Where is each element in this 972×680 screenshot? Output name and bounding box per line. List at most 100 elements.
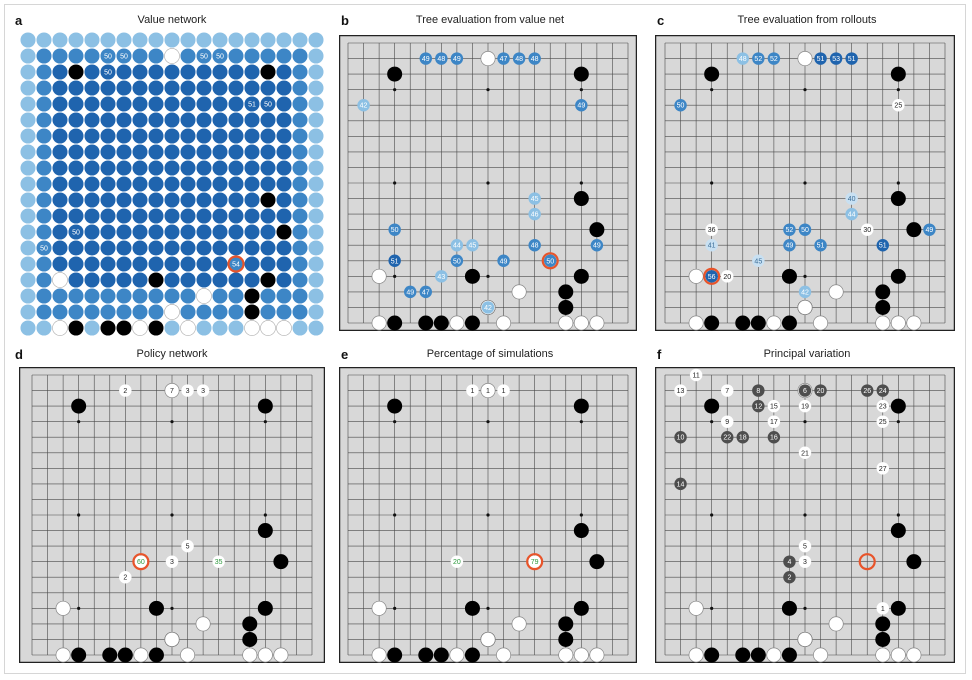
value-cell xyxy=(212,112,228,128)
panel-letter-a: a xyxy=(15,13,23,28)
move-label-marker xyxy=(466,384,479,397)
move-label-text: 27 xyxy=(879,466,887,473)
move-label-marker xyxy=(752,52,765,65)
move-label-text: 20 xyxy=(817,388,825,395)
move-label-marker xyxy=(876,239,889,252)
star-point xyxy=(579,181,583,185)
panel-letter-c: c xyxy=(657,13,665,28)
value-cell xyxy=(148,64,164,80)
value-cell xyxy=(260,256,276,272)
value-cell xyxy=(100,160,116,176)
value-cell xyxy=(132,144,148,160)
star-point xyxy=(486,88,490,92)
move-label-text: 3 xyxy=(201,388,205,395)
white-stone xyxy=(589,647,605,663)
value-cell xyxy=(36,224,52,240)
move-label-text: 11 xyxy=(692,373,699,380)
move-label-text: 49 xyxy=(422,56,430,63)
value-cell xyxy=(228,128,244,144)
value-cell xyxy=(260,32,276,48)
value-cell xyxy=(84,320,100,336)
value-cell xyxy=(116,256,132,272)
value-cell xyxy=(196,224,212,240)
value-cell xyxy=(196,96,212,112)
value-cell xyxy=(116,288,132,304)
value-cell xyxy=(84,32,100,48)
white-stone xyxy=(890,647,906,663)
value-cell xyxy=(180,48,196,64)
value-cell xyxy=(212,272,228,288)
move-label-marker xyxy=(845,52,858,65)
value-cell xyxy=(212,224,228,240)
star-point xyxy=(393,181,397,185)
move-label-marker xyxy=(752,254,765,267)
white-stone xyxy=(55,600,71,616)
value-cell xyxy=(276,272,292,288)
move-label-marker xyxy=(798,285,812,299)
move-label-marker xyxy=(783,555,796,568)
value-cell xyxy=(292,256,308,272)
move-label-marker xyxy=(528,52,541,65)
value-cell xyxy=(164,96,180,112)
move-label-text: 18 xyxy=(739,435,747,442)
star-point xyxy=(393,420,397,424)
value-cell xyxy=(180,160,196,176)
black-stone xyxy=(464,600,480,616)
value-cell xyxy=(180,192,196,208)
move-label-text: 3 xyxy=(170,559,174,566)
white-stone xyxy=(828,616,844,632)
value-cell xyxy=(228,112,244,128)
value-cell xyxy=(52,96,68,112)
value-cell xyxy=(164,208,180,224)
white-stone xyxy=(573,647,589,663)
value-cell xyxy=(20,80,36,96)
value-cell xyxy=(276,112,292,128)
value-cell xyxy=(276,64,292,80)
white-stone xyxy=(164,304,180,320)
value-cell xyxy=(276,80,292,96)
move-label-text: 14 xyxy=(677,481,685,488)
value-cell xyxy=(292,240,308,256)
white-stone xyxy=(449,647,465,663)
move-label-marker xyxy=(721,384,734,397)
value-cell xyxy=(52,192,68,208)
value-cell xyxy=(20,160,36,176)
value-cell xyxy=(100,192,116,208)
value-cell xyxy=(292,288,308,304)
value-cell xyxy=(260,208,276,224)
value-cell xyxy=(52,64,68,80)
move-label-marker xyxy=(497,254,510,267)
black-stone xyxy=(750,315,766,331)
white-stone xyxy=(55,647,71,663)
value-cell xyxy=(276,208,292,224)
value-cell xyxy=(68,96,84,112)
value-cell xyxy=(164,272,180,288)
star-point xyxy=(170,606,174,610)
black-stone xyxy=(244,288,260,304)
move-label-marker xyxy=(590,239,604,252)
value-cell xyxy=(100,176,116,192)
value-cell xyxy=(276,240,292,256)
star-point xyxy=(803,274,807,278)
black-stone xyxy=(589,554,605,570)
value-cell xyxy=(196,208,212,224)
white-stone xyxy=(875,315,891,331)
value-cell xyxy=(52,112,68,128)
black-stone xyxy=(433,315,449,331)
value-cell xyxy=(260,96,276,112)
value-cell xyxy=(68,176,84,192)
value-cell xyxy=(132,192,148,208)
move-label-marker xyxy=(798,446,812,459)
white-stone xyxy=(813,315,829,331)
star-point xyxy=(710,513,714,517)
move-label-text: 15 xyxy=(770,404,778,411)
move-label-text: 50 xyxy=(801,227,809,234)
move-label-marker xyxy=(388,223,401,236)
value-cell xyxy=(308,224,324,240)
value-cell xyxy=(308,48,324,64)
move-label-marker xyxy=(814,239,827,252)
value-cell xyxy=(116,192,132,208)
move-label-marker xyxy=(705,223,718,236)
move-label-marker xyxy=(845,192,858,205)
